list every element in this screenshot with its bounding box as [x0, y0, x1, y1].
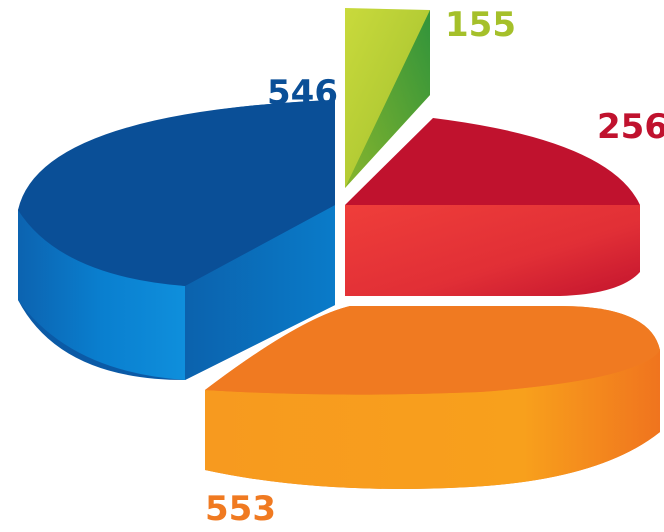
- pie-slice: [205, 306, 660, 489]
- data-label: 546: [267, 73, 338, 113]
- pie-slice: [345, 118, 640, 296]
- pie-slice: [18, 100, 335, 380]
- pie-slice: [345, 8, 430, 188]
- data-label: 155: [445, 5, 516, 45]
- data-label: 553: [205, 489, 276, 529]
- data-label: 256: [597, 107, 664, 147]
